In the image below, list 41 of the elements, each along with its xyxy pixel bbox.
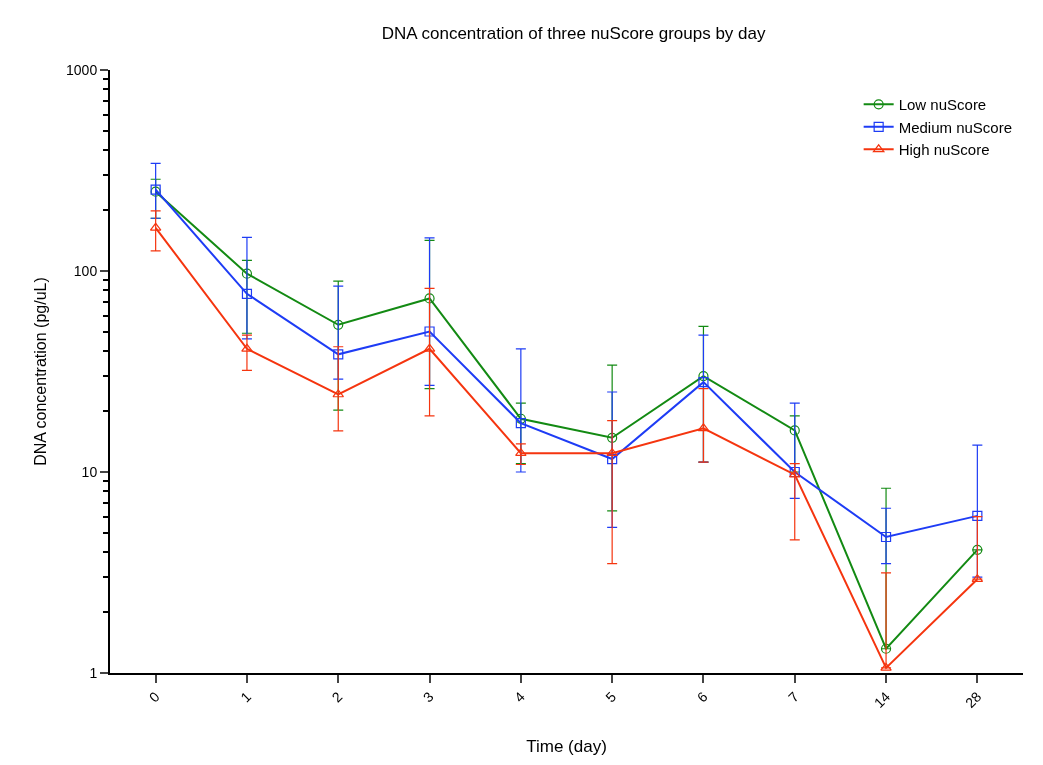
y-tick-label: 1 <box>89 664 98 681</box>
y-tick-label: 10 <box>81 463 98 480</box>
x-axis-title: Time (day) <box>526 736 607 756</box>
y-tick-label: 1000 <box>66 61 98 78</box>
point <box>424 293 435 304</box>
x-tick-label: 1 <box>237 688 255 706</box>
x-tick-label: 5 <box>602 688 620 706</box>
point <box>241 288 253 299</box>
y-axis-title: DNA concentration (pg/uL) <box>32 277 50 466</box>
point <box>880 643 892 654</box>
x-tick-label: 28 <box>962 688 985 711</box>
point <box>333 349 344 360</box>
x-tick-label: 3 <box>419 688 437 706</box>
point <box>515 448 527 457</box>
point <box>241 268 253 279</box>
point <box>607 453 618 465</box>
x-tick-label: 7 <box>784 688 802 706</box>
point <box>880 531 892 543</box>
point <box>606 448 618 457</box>
x-tick-label: 0 <box>145 688 163 706</box>
point <box>607 432 618 443</box>
point <box>241 343 253 352</box>
point <box>333 319 344 330</box>
point <box>972 510 983 521</box>
legend-label: Medium nuScore <box>898 118 1013 136</box>
point <box>515 418 526 429</box>
point <box>972 544 983 555</box>
x-tick-label: 6 <box>693 688 711 706</box>
point <box>698 377 709 388</box>
x-tick-label: 4 <box>511 688 529 706</box>
legend-label: High nuScore <box>898 141 990 159</box>
point <box>424 326 435 337</box>
point <box>698 371 709 382</box>
chart-title: DNA concentration of three nuScore groups by day <box>381 23 766 43</box>
legend-label: Low nuScore <box>898 96 987 114</box>
x-tick-label: 14 <box>870 688 894 711</box>
y-tick-label: 100 <box>73 262 98 279</box>
point <box>880 662 892 671</box>
point <box>515 413 526 424</box>
x-tick-label: 2 <box>328 688 346 706</box>
point <box>789 425 800 436</box>
